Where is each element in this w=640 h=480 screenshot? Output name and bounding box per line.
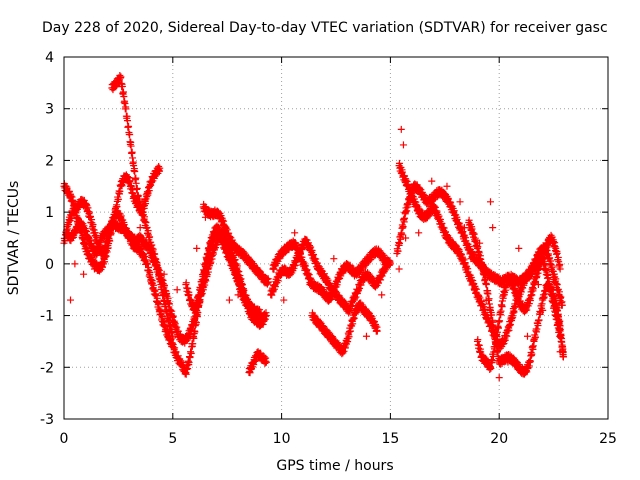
data-point-scatter (80, 270, 88, 278)
data-point-scatter (486, 198, 494, 206)
y-tick-label: 2 (45, 153, 54, 169)
data-point-tr4 (127, 142, 135, 150)
data-point-tr6 (204, 251, 212, 259)
data-point-tr3 (107, 223, 115, 231)
data-point-tr6 (197, 284, 205, 292)
data-point-tr4 (117, 73, 125, 81)
data-point-tr4 (125, 122, 133, 130)
data-point-scatter (399, 141, 407, 149)
data-point-scatter (415, 229, 423, 237)
data-point-tr4 (154, 266, 162, 274)
x-tick-label: 0 (60, 431, 69, 447)
data-point-tr4 (118, 82, 126, 90)
x-axis-label: GPS time / hours (276, 458, 393, 474)
data-point-scatter (515, 244, 523, 252)
data-point-tr4 (167, 322, 175, 330)
data-point-scatter (193, 244, 201, 252)
data-point-tr4 (126, 131, 134, 139)
data-point-tr1 (116, 187, 124, 195)
chart-title: Day 228 of 2020, Sidereal Day-to-day VTE… (42, 20, 608, 36)
data-point-tr4 (131, 168, 139, 176)
data-point-tr1 (156, 164, 164, 172)
data-point-tr4 (159, 291, 167, 299)
y-tick-label: 3 (45, 102, 54, 118)
data-point-tr3 (184, 365, 192, 373)
data-point-tr14 (496, 317, 504, 325)
data-point-scatter (397, 125, 405, 133)
data-point-scatter (71, 260, 79, 268)
grid-lines (64, 57, 608, 419)
data-point-scatter (291, 229, 299, 237)
data-point-tr6 (184, 285, 192, 293)
data-point-tr3 (187, 349, 195, 357)
data-point-tr3 (143, 260, 151, 268)
data-point-tr1 (127, 183, 135, 191)
y-tick-label: 1 (45, 205, 54, 221)
data-point-scatter (456, 198, 464, 206)
data-point-scatter (395, 265, 403, 273)
data-point-scatter (378, 291, 386, 299)
x-tick-label: 20 (490, 431, 508, 447)
data-point-tr13 (483, 280, 491, 288)
data-point-tr4 (120, 92, 128, 100)
data-point-tr4 (122, 105, 130, 113)
data-point-scatter (523, 332, 531, 340)
data-point-tr4 (169, 332, 177, 340)
data-point-tr7 (262, 358, 270, 366)
data-point-scatter (225, 296, 233, 304)
data-point-tr3 (86, 212, 94, 220)
data-point-scatter (428, 177, 436, 185)
data-point-tr4 (163, 308, 171, 316)
data-point-scatter (67, 296, 75, 304)
x-tick-label: 15 (381, 431, 399, 447)
data-point-tr4 (134, 192, 142, 200)
data-point-tr11 (399, 222, 407, 230)
data-point-scatter (362, 332, 370, 340)
data-point-tr5 (265, 278, 273, 286)
data-point-tr6 (195, 292, 203, 300)
x-tick-label: 5 (168, 431, 177, 447)
data-point-tr4 (143, 223, 151, 231)
data-point-tr6 (192, 305, 200, 313)
data-point-scatter (330, 255, 338, 263)
y-axis-label: SDTVAR / TECUs (6, 181, 22, 296)
data-point-tr4 (123, 117, 131, 125)
x-tick-label: 25 (599, 431, 617, 447)
x-tick-label: 10 (273, 431, 291, 447)
data-point-tr14 (497, 307, 505, 315)
data-point-scatter (173, 286, 181, 294)
y-tick-label: 4 (45, 50, 54, 66)
data-point-tr4 (133, 184, 141, 192)
data-point-tr3 (260, 317, 268, 325)
data-point-tr13 (528, 350, 536, 358)
data-point-tr9 (384, 260, 392, 268)
data-point-tr3 (61, 237, 69, 245)
data-point-tr2 (207, 258, 215, 266)
data-point-scatter (495, 374, 503, 382)
data-point-tr4 (132, 179, 140, 187)
data-points (60, 71, 567, 382)
data-point-tr4 (162, 300, 170, 308)
data-point-tr3 (192, 319, 200, 327)
y-tick-label: -1 (40, 309, 54, 325)
y-tick-label: -3 (40, 412, 54, 428)
data-point-tr6 (200, 267, 208, 275)
data-point-tr3 (189, 340, 197, 348)
data-point-scatter (489, 224, 497, 232)
data-point-tr3 (191, 328, 199, 336)
y-tick-label: -2 (40, 360, 54, 376)
data-point-tr1 (114, 195, 122, 203)
data-point-tr4 (158, 283, 166, 291)
data-point-tr6 (256, 309, 264, 317)
y-tick-label: 0 (45, 257, 54, 273)
data-point-scatter (443, 182, 451, 190)
